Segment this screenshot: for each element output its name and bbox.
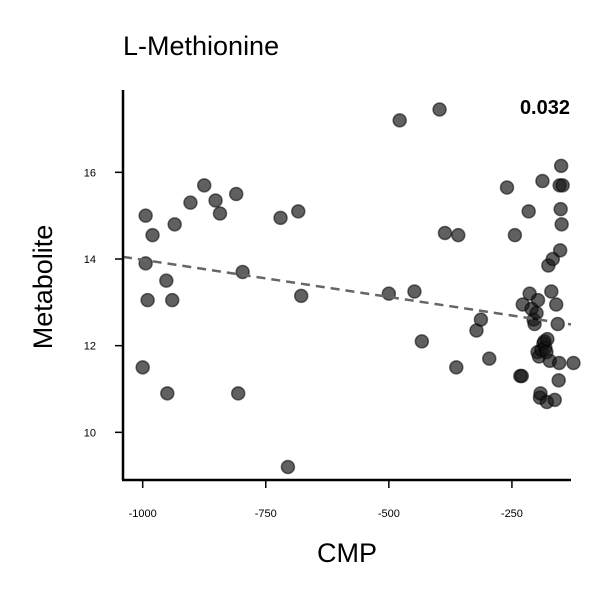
chart-title: L-Methionine [123, 31, 279, 61]
data-point [553, 201, 568, 217]
data-point [135, 360, 150, 375]
data-point [183, 195, 198, 210]
data-point [514, 368, 530, 384]
stat-annotation: 0.032 [520, 97, 570, 119]
data-point [507, 227, 523, 243]
data-point [159, 273, 174, 288]
data-point [553, 158, 569, 174]
x-axis-label: CMP [317, 538, 377, 568]
data-point [540, 331, 555, 347]
data-point [291, 204, 306, 219]
x-tick-label: -1000 [129, 508, 157, 520]
data-point [432, 102, 447, 117]
x-axis-ticks: -1000 -750 -500 -250 [129, 480, 523, 520]
data-point [280, 459, 296, 475]
data-point [449, 360, 464, 375]
data-point [551, 373, 566, 388]
data-point [167, 217, 182, 232]
data-point [392, 113, 407, 128]
data-point [145, 227, 160, 243]
y-tick-label: 10 [84, 427, 96, 439]
x-tick-label: -500 [378, 508, 400, 520]
data-point [544, 284, 559, 299]
data-point [554, 217, 569, 232]
data-point [160, 386, 175, 401]
y-tick-label: 16 [84, 167, 96, 179]
data-point [473, 312, 489, 327]
x-tick-label: -750 [255, 508, 277, 520]
data-point [551, 355, 567, 371]
plot-area [122, 102, 581, 475]
data-point [547, 392, 563, 408]
data-point [530, 292, 546, 308]
data-point [451, 227, 466, 243]
data-point [535, 173, 550, 189]
data-point [555, 178, 570, 193]
data-point [407, 284, 422, 299]
data-point [552, 243, 568, 258]
y-tick-label: 14 [84, 254, 96, 266]
data-point [293, 288, 309, 304]
data-point [212, 206, 228, 221]
data-point [437, 225, 453, 241]
data-point [138, 208, 153, 223]
y-axis-label: Metabolite [28, 225, 58, 350]
data-point [273, 210, 288, 226]
data-point [228, 186, 244, 202]
data-point [208, 193, 223, 208]
data-point [566, 355, 581, 371]
x-tick-label: -250 [501, 508, 523, 520]
data-point [230, 386, 246, 401]
data-point [140, 292, 155, 308]
data-point [521, 204, 536, 219]
trend-line [122, 255, 572, 326]
data-point [414, 334, 430, 349]
y-axis-ticks: 10 12 14 16 [84, 167, 123, 439]
data-point [499, 180, 515, 195]
data-point [550, 316, 565, 332]
data-point [482, 351, 497, 366]
y-tick-label: 12 [84, 341, 96, 353]
data-point [196, 178, 212, 193]
data-point [164, 292, 180, 308]
data-point [548, 297, 564, 312]
